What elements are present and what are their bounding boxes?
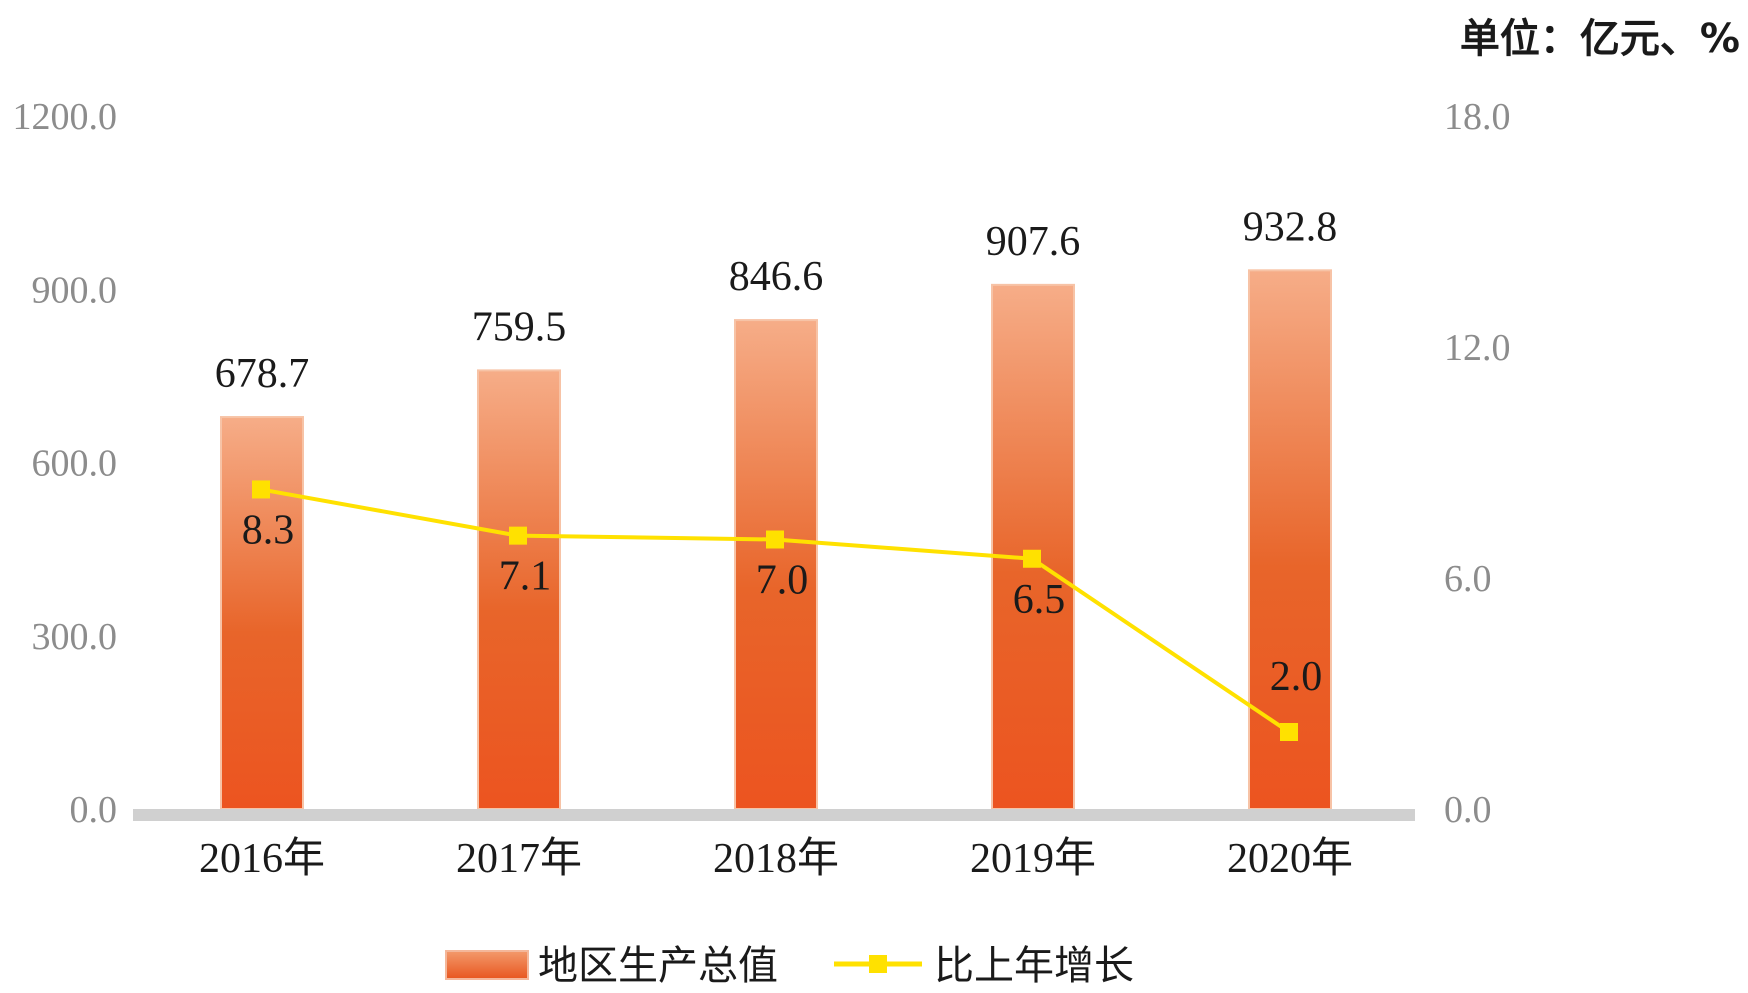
line-value-label: 6.5 — [1013, 577, 1066, 623]
category-label: 2017年 — [456, 835, 582, 882]
line-point — [252, 480, 270, 499]
line-series: 8.3 7.1 7.0 6.5 2.0 — [242, 480, 1323, 741]
x-axis-line — [133, 809, 1415, 821]
legend-label-line: 比上年增长 — [934, 943, 1134, 989]
line-value-label: 7.1 — [499, 554, 552, 600]
right-tick-label: 6.0 — [1444, 558, 1492, 600]
bar-series: 678.7 759.5 846.6 907.6 932.8 — [215, 204, 1338, 811]
right-axis: 0.0 6.0 12.0 18.0 — [1444, 96, 1511, 831]
left-tick-label: 300.0 — [32, 616, 118, 658]
bar-value-label: 907.6 — [986, 219, 1081, 265]
bar — [734, 319, 818, 810]
bar-value-label: 678.7 — [215, 351, 310, 397]
left-tick-label: 900.0 — [32, 269, 118, 311]
bar — [991, 283, 1075, 810]
line-point — [766, 530, 784, 549]
category-label: 2019年 — [970, 835, 1096, 882]
line-point — [1280, 723, 1298, 741]
left-tick-label: 600.0 — [32, 443, 118, 485]
bar — [1248, 269, 1332, 811]
legend-marker-line — [869, 955, 887, 973]
bar-value-label: 932.8 — [1243, 204, 1338, 250]
bar-value-label: 759.5 — [472, 304, 567, 350]
line-point — [1023, 549, 1041, 568]
bar-value-label: 846.6 — [729, 254, 824, 300]
left-axis: 0.0 300.0 600.0 900.0 1200.0 — [13, 96, 118, 831]
bar — [477, 369, 561, 810]
right-tick-label: 12.0 — [1444, 327, 1511, 369]
line-point — [509, 526, 527, 545]
line-value-label: 2.0 — [1270, 654, 1323, 700]
legend: 地区生产总值 比上年增长 — [445, 943, 1134, 989]
right-tick-label: 0.0 — [1444, 789, 1492, 831]
x-axis: 2016年 2017年 2018年 2019年 2020年 — [199, 835, 1353, 882]
category-label: 2016年 — [199, 835, 325, 882]
unit-label: 单位：亿元、% — [1460, 16, 1740, 62]
bar — [220, 416, 304, 810]
legend-label-bar: 地区生产总值 — [538, 943, 778, 989]
category-label: 2018年 — [713, 835, 839, 882]
right-tick-label: 18.0 — [1444, 96, 1511, 138]
left-tick-label: 1200.0 — [13, 96, 118, 138]
line-value-label: 7.0 — [756, 558, 809, 604]
category-label: 2020年 — [1227, 835, 1353, 882]
line-value-label: 8.3 — [242, 507, 295, 553]
left-tick-label: 0.0 — [70, 789, 118, 831]
legend-swatch-bar — [445, 950, 529, 980]
